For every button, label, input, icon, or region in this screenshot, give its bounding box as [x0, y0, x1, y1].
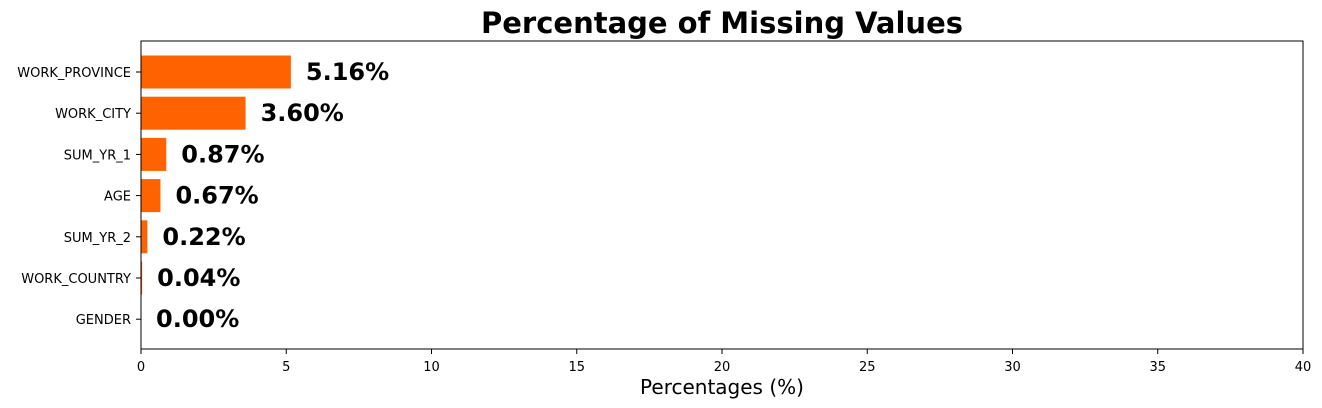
bar	[141, 55, 291, 89]
y-tick-label: WORK_CITY	[55, 107, 131, 122]
x-tick-label: 30	[1004, 360, 1021, 375]
x-tick-label: 40	[1295, 360, 1312, 375]
data-labels-group: 5.16% 3.60% 0.87% 0.67% 0.22% 0.04% 0.00%	[156, 58, 389, 333]
y-tick-label: SUM_YR_1	[64, 148, 131, 163]
plot-frame	[140, 40, 1304, 350]
bar	[141, 96, 246, 130]
y-tick-label: GENDER	[76, 313, 131, 328]
bar	[141, 220, 148, 254]
bar	[141, 179, 161, 213]
x-tick-label: 35	[1149, 360, 1166, 375]
x-tick-label: 15	[568, 360, 585, 375]
data-label: 0.00%	[156, 305, 239, 333]
data-label: 0.22%	[162, 223, 245, 251]
x-tick-label: 0	[137, 360, 145, 375]
y-tick-label: SUM_YR_2	[64, 231, 131, 246]
x-tick-label: 25	[859, 360, 876, 375]
bars-group	[141, 55, 291, 295]
y-tick-label: AGE	[104, 190, 131, 205]
bar	[141, 261, 143, 295]
chart-title: Percentage of Missing Values	[481, 6, 963, 40]
data-label: 0.87%	[181, 140, 264, 168]
x-tick-label: 20	[714, 360, 731, 375]
data-label: 0.67%	[175, 182, 258, 210]
y-tick-label: WORK_COUNTRY	[21, 272, 131, 287]
y-tick-label: WORK_PROVINCE	[17, 66, 131, 81]
data-label: 0.04%	[157, 264, 240, 292]
data-label: 3.60%	[261, 99, 344, 127]
data-label: 5.16%	[306, 58, 389, 86]
y-tick-labels: WORK_PROVINCE WORK_CITY SUM_YR_1 AGE SUM_YR_…	[17, 66, 141, 328]
bar	[141, 137, 167, 171]
x-axis-label: Percentages (%)	[640, 375, 804, 399]
x-tick-label: 5	[282, 360, 290, 375]
x-tick-labels: 0 5 10 15 20 25 30 35 40	[137, 349, 1311, 375]
x-tick-label: 10	[423, 360, 440, 375]
